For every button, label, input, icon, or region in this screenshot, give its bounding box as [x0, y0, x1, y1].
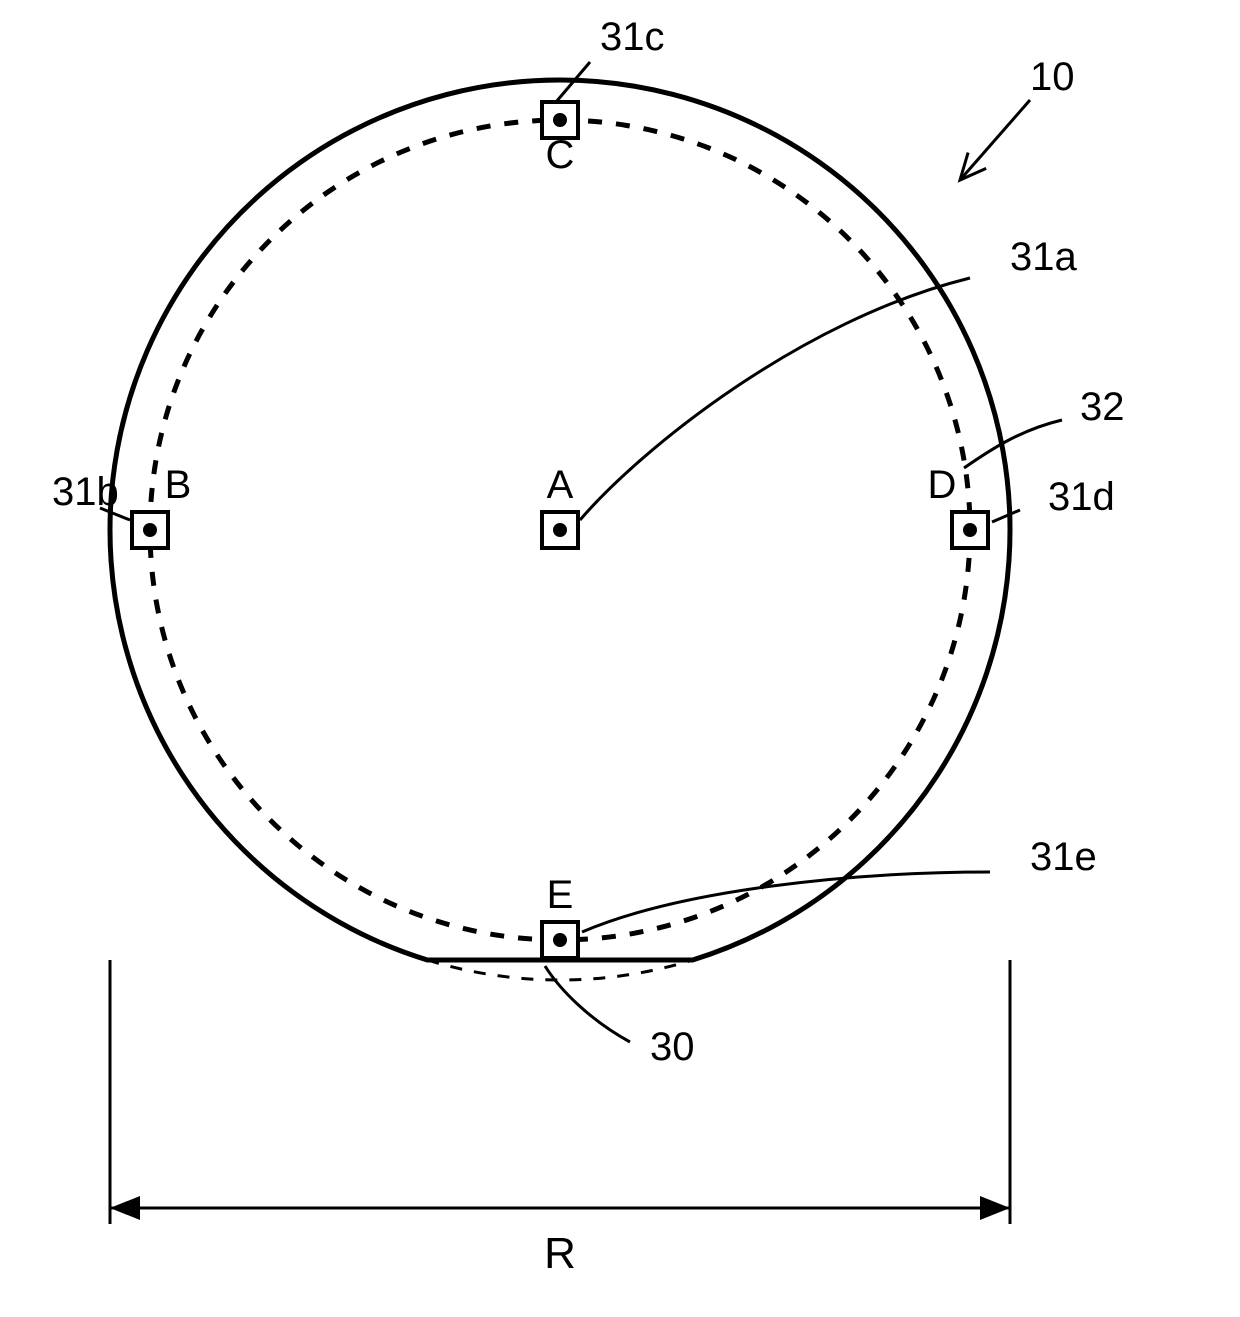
outer-wafer-hidden-arc: [427, 960, 692, 980]
callout-31a: [580, 278, 970, 520]
point-marker-b: [132, 512, 168, 548]
callout-label-31b: 31b: [52, 470, 119, 514]
callout-label-31c: 31c: [600, 15, 665, 59]
point-letter-a: A: [547, 463, 574, 507]
callout-31d: [992, 510, 1020, 522]
callout-label-31a: 31a: [1010, 235, 1077, 279]
callout-label-32: 32: [1080, 385, 1125, 429]
point-letter-b: B: [165, 463, 192, 507]
point-letter-d: D: [928, 463, 957, 507]
dimension-label-r: R: [544, 1229, 576, 1278]
point-marker-a: [542, 512, 578, 548]
dimension-r: [110, 960, 1010, 1224]
callout-label-31e: 31e: [1030, 835, 1097, 879]
point-marker-e: [542, 922, 578, 958]
callout-30: [545, 966, 630, 1042]
callout-31e: [582, 872, 990, 932]
callout-32: [964, 420, 1062, 468]
point-letter-c: C: [546, 133, 575, 177]
diagram: A B C D E 10 30 32 31c 31a 31d 31b 31e R: [0, 0, 1240, 1317]
point-letter-e: E: [547, 873, 574, 917]
callout-10: [960, 100, 1030, 180]
point-marker-d: [952, 512, 988, 548]
callout-label-31d: 31d: [1048, 475, 1115, 519]
callout-label-30: 30: [650, 1025, 695, 1069]
callout-label-10: 10: [1030, 55, 1075, 99]
